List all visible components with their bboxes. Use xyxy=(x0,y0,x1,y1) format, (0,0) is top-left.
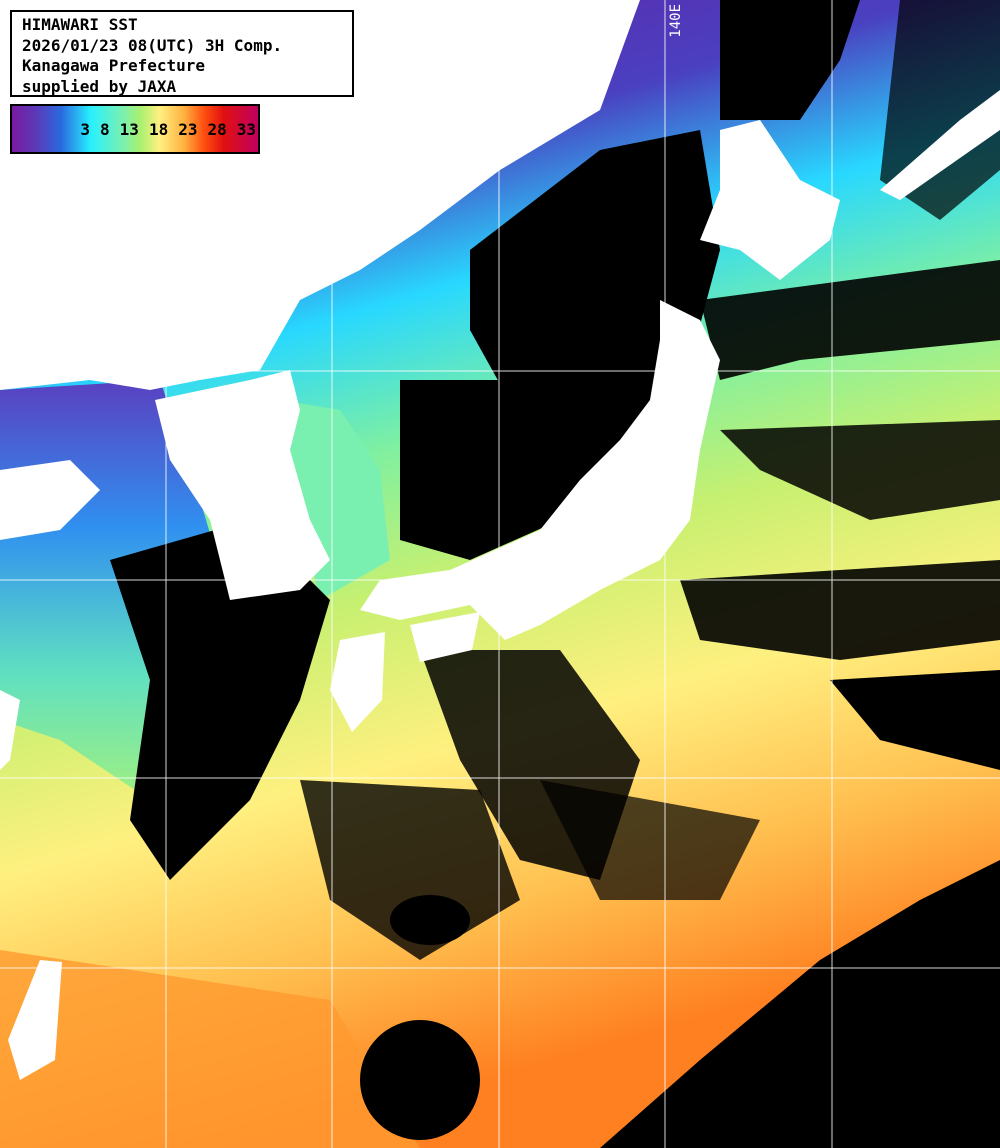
east-china-sea-warm xyxy=(0,950,420,1148)
hokkaido xyxy=(700,120,840,280)
korean-peninsula xyxy=(155,370,330,600)
colorbar-tick: 3 xyxy=(80,119,91,139)
cloud-cover xyxy=(110,0,1000,1148)
region: Kanagawa Prefecture xyxy=(22,56,206,75)
colorbar-tick: 8 xyxy=(100,119,110,139)
colorbar: 3 8 13 18 23 28 33 xyxy=(10,104,260,154)
land xyxy=(0,0,1000,1080)
product-title: HIMAWARI SST xyxy=(22,15,138,34)
sakhalin xyxy=(880,90,1000,200)
taiwan xyxy=(8,960,62,1080)
latitude-label: 40N xyxy=(0,350,26,366)
colorbar-tick: 13 xyxy=(119,119,139,139)
colorbar-tick: 28 xyxy=(207,119,227,139)
colorbar-tick: 18 xyxy=(148,119,169,139)
datetime: 2026/01/23 08(UTC) 3H Comp. xyxy=(22,35,283,55)
credit: supplied by JAXA xyxy=(22,76,177,96)
island xyxy=(398,127,426,163)
title-box: HIMAWARI SST 2026/01/23 08(UTC) 3H Comp.… xyxy=(10,10,354,97)
china-north-landmass xyxy=(0,0,640,390)
shikoku xyxy=(410,612,480,662)
longitude-label: 140E xyxy=(668,4,684,38)
colorbar-tick: 33 xyxy=(236,119,256,139)
colorbar-tick: 23 xyxy=(178,119,198,139)
china-coast xyxy=(0,690,20,770)
honshu xyxy=(360,300,720,640)
shandong-peninsula xyxy=(0,460,100,540)
kyushu xyxy=(330,632,385,732)
